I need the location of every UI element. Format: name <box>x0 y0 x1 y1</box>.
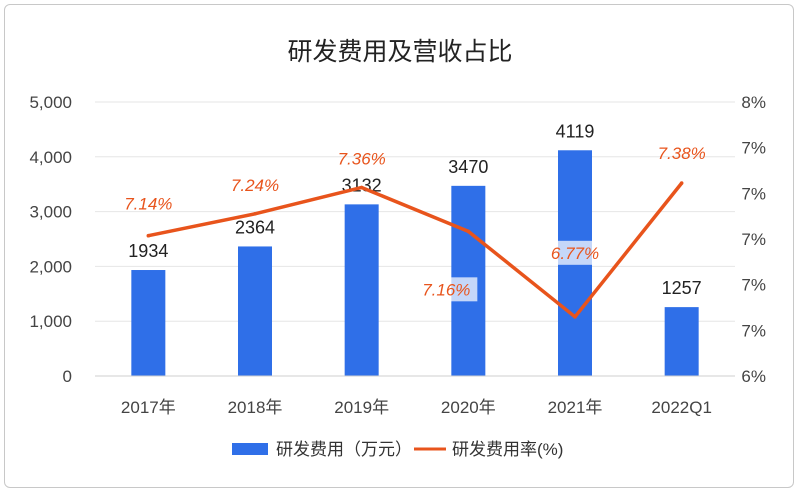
rate-point <box>146 233 151 238</box>
chart-title: 研发费用及营收占比 <box>287 38 512 66</box>
bar-value-label: 1934 <box>128 241 168 261</box>
rate-point <box>466 229 471 234</box>
bar-value-label: 1257 <box>662 278 702 298</box>
rate-value-label: 7.16% <box>422 280 470 299</box>
y-right-tick-label: 7% <box>741 321 766 340</box>
bar-value-label: 4119 <box>556 121 595 141</box>
rate-label-background <box>544 240 606 265</box>
bar <box>238 246 272 376</box>
rate-point <box>679 181 684 185</box>
bar-value-label: 3470 <box>448 157 488 177</box>
legend: 研发费用（万元） 研发费用率(%) <box>232 440 563 459</box>
x-tick-label: 2022Q1 <box>651 398 712 417</box>
rate-line <box>147 182 684 319</box>
x-tick-label: 2021年 <box>548 398 603 417</box>
x-tick-label: 2020年 <box>441 398 496 417</box>
x-axis: 2017年 2018年 2019年 2020年 2021年 2022Q1 <box>95 375 735 417</box>
chart-frame <box>4 4 794 488</box>
bar-value-label: 2364 <box>235 217 275 237</box>
y-left-tick-label: 2,000 <box>29 257 72 276</box>
legend-bar-label: 研发费用（万元） <box>276 440 412 459</box>
y-right-tick-label: 7% <box>741 276 766 295</box>
bar <box>664 307 699 376</box>
x-tick-label: 2017年 <box>121 398 176 417</box>
rate-value-label: 6.77% <box>551 244 599 263</box>
y-right-tick-label: 7% <box>741 184 766 203</box>
rate-point <box>359 185 364 190</box>
rate-label-background <box>415 277 478 302</box>
y-right-tick-label: 8% <box>741 93 766 112</box>
y-left-tick-label: 0 <box>63 367 72 386</box>
legend-line-label: 研发费用率(%) <box>452 440 563 459</box>
rate-point <box>573 315 577 319</box>
bar <box>131 270 166 376</box>
y-right-tick-label: 6% <box>741 367 766 386</box>
x-tick-label: 2018年 <box>228 398 283 417</box>
line-series: 7.14% 7.24% 7.36% 7.16% 6.77% 7.38% <box>124 144 706 319</box>
y-left-tick-label: 3,000 <box>29 203 72 222</box>
x-tick-label: 2019年 <box>334 398 389 417</box>
y-left-tick-label: 1,000 <box>29 312 72 331</box>
bar <box>344 204 379 376</box>
y-right-tick-label: 7% <box>741 230 766 249</box>
y-left-tick-label: 4,000 <box>29 148 72 167</box>
y-right-tick-label: 7% <box>741 139 766 158</box>
rate-value-label: 7.38% <box>658 144 706 163</box>
y-axis-left: 0 1,000 2,000 3,000 4,000 5,000 <box>29 93 72 386</box>
rate-value-label: 7.36% <box>338 149 386 168</box>
legend-bar-swatch <box>232 443 268 455</box>
rate-value-label: 7.24% <box>231 176 279 195</box>
y-axis-right: 6% 7% 7% 7% 7% 7% 8% <box>741 93 766 386</box>
rate-point <box>253 211 257 216</box>
y-left-tick-label: 5,000 <box>29 93 72 112</box>
rate-value-label: 7.14% <box>124 195 172 214</box>
